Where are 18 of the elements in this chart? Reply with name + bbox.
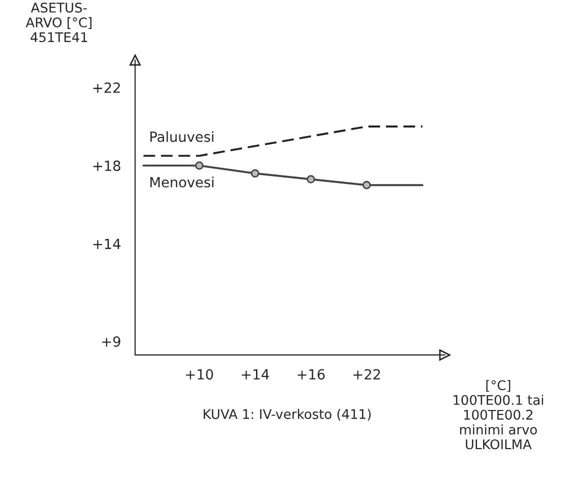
y-tick-label: +18 xyxy=(93,160,120,172)
y-tick-label: +14 xyxy=(93,238,120,249)
x-tick-label: +16 xyxy=(298,369,325,380)
point xyxy=(306,175,316,184)
line-series xyxy=(142,126,424,157)
series-label: Paluuvesi xyxy=(150,131,214,142)
x-tick-label: +14 xyxy=(242,369,269,380)
series-label: Menovesi xyxy=(150,176,214,188)
text: KUVA 1: IV-verkosto (411) xyxy=(204,408,371,421)
x-axis-title: [°C] 100TE00.1 tai 100TE00.2 minimi arvo ULKOILMA xyxy=(454,380,544,450)
y-axis-title: ASETUS- ARVO [°C] 451TE41 xyxy=(26,2,92,42)
y-tick-label: +22 xyxy=(93,82,120,93)
x-tick-label: +22 xyxy=(353,369,380,380)
point xyxy=(362,180,371,190)
x-tick-label: +10 xyxy=(186,369,214,380)
y-tick-label: +9 xyxy=(102,336,120,347)
point xyxy=(250,169,260,178)
point xyxy=(195,161,204,170)
